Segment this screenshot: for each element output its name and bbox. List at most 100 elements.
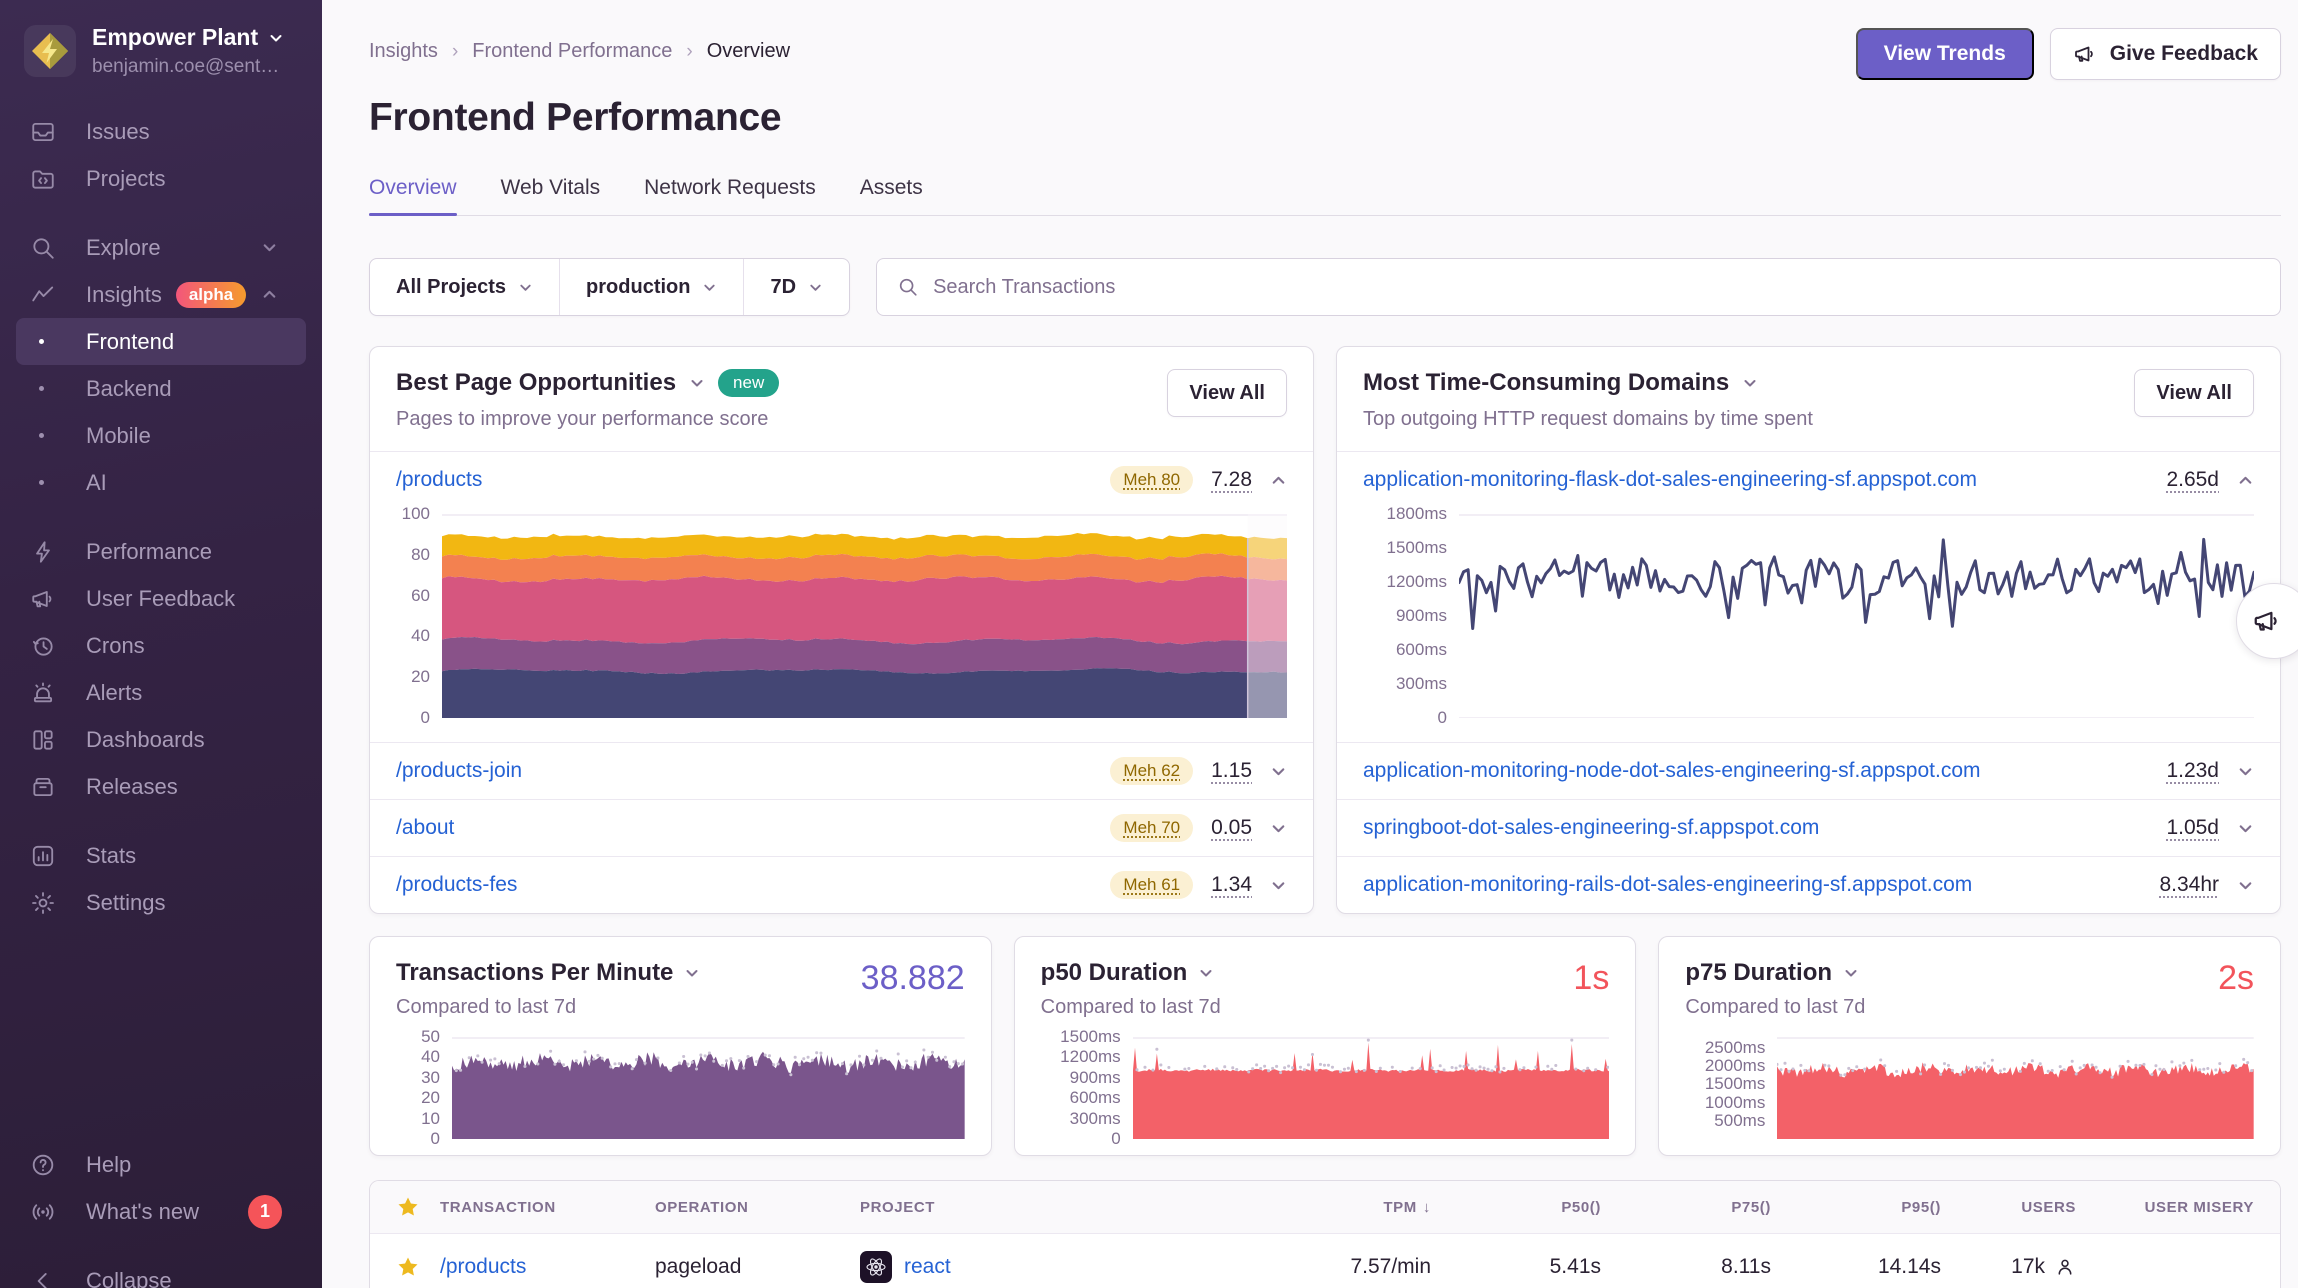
- card-subtitle: Top outgoing HTTP request domains by tim…: [1363, 408, 1813, 430]
- org-switcher[interactable]: Empower Plant benjamin.coe@sent…: [0, 24, 322, 78]
- sidebar-item-whats-new[interactable]: What's new 1: [0, 1188, 322, 1235]
- p75-title-dropdown[interactable]: p75 Duration: [1685, 959, 1865, 987]
- chevron-up-icon[interactable]: [2237, 472, 2254, 489]
- view-all-button[interactable]: View All: [2134, 369, 2254, 417]
- favorite-column-header[interactable]: [396, 1195, 440, 1219]
- best-pages-title-dropdown[interactable]: Best Page Opportunities new: [396, 369, 780, 397]
- chevron-down-icon[interactable]: [1270, 763, 1287, 780]
- floating-feedback-button[interactable]: [2236, 583, 2298, 659]
- opportunity-value[interactable]: 7.28: [1211, 468, 1252, 491]
- sidebar-item-settings[interactable]: Settings: [0, 879, 322, 926]
- domain-link[interactable]: application-monitoring-rails-dot-sales-e…: [1363, 873, 1973, 896]
- chevron-down-icon[interactable]: [1270, 820, 1287, 837]
- column-header-p95[interactable]: P95(): [1901, 1198, 1941, 1216]
- opportunity-value[interactable]: 0.05: [1211, 816, 1252, 839]
- bullet-dot-icon: [39, 386, 44, 391]
- column-header-users[interactable]: USERS: [2021, 1198, 2076, 1216]
- sidebar-item-help[interactable]: Help: [0, 1141, 322, 1188]
- chevron-down-icon[interactable]: [2237, 877, 2254, 894]
- domain-link[interactable]: springboot-dot-sales-engineering-sf.apps…: [1363, 816, 1820, 839]
- score-badge[interactable]: Meh 80: [1110, 466, 1194, 494]
- domain-link[interactable]: application-monitoring-flask-dot-sales-e…: [1363, 468, 1977, 491]
- time-spent-value[interactable]: 8.34hr: [2159, 873, 2219, 896]
- tpm-title-dropdown[interactable]: Transactions Per Minute: [396, 959, 700, 987]
- view-trends-button[interactable]: View Trends: [1855, 28, 2034, 80]
- chevron-up-icon[interactable]: [1270, 472, 1287, 489]
- main-content: Insights › Frontend Performance › Overvi…: [322, 0, 2298, 1288]
- help-icon: [30, 1152, 56, 1178]
- give-feedback-button[interactable]: Give Feedback: [2049, 28, 2281, 80]
- table-row: /products pageload react 7.57/min 5.41s …: [370, 1233, 2280, 1288]
- column-header-transaction[interactable]: TRANSACTION: [440, 1198, 556, 1216]
- transaction-link[interactable]: /products-join: [396, 759, 523, 782]
- give-feedback-label: Give Feedback: [2109, 42, 2258, 65]
- sidebar-item-projects[interactable]: Projects: [0, 155, 322, 202]
- time-spent-value[interactable]: 1.05d: [2166, 816, 2219, 839]
- transaction-link[interactable]: /products-fes: [396, 873, 518, 896]
- environment-filter[interactable]: production: [559, 259, 743, 315]
- tab-web-vitals[interactable]: Web Vitals: [500, 176, 601, 199]
- sidebar-item-dashboards[interactable]: Dashboards: [0, 716, 322, 763]
- sidebar-item-mobile[interactable]: Mobile: [0, 412, 322, 459]
- score-badge[interactable]: Meh 61: [1110, 871, 1194, 899]
- domain-link[interactable]: application-monitoring-node-dot-sales-en…: [1363, 759, 1981, 782]
- react-platform-icon: [860, 1250, 892, 1283]
- best-page-opportunities-card: Best Page Opportunities new Pages to imp…: [369, 346, 1314, 914]
- search-input[interactable]: [933, 275, 2260, 299]
- chevron-down-icon[interactable]: [2237, 763, 2254, 780]
- column-header-p75[interactable]: P75(): [1731, 1198, 1771, 1216]
- sidebar-item-performance[interactable]: Performance: [0, 528, 322, 575]
- tab-network-requests[interactable]: Network Requests: [644, 176, 816, 199]
- view-all-button[interactable]: View All: [1167, 369, 1287, 417]
- score-badge[interactable]: Meh 62: [1110, 757, 1194, 785]
- chevron-down-icon[interactable]: [1270, 877, 1287, 894]
- time-spent-value[interactable]: 1.23d: [2166, 759, 2219, 782]
- project-filter[interactable]: All Projects: [370, 259, 559, 315]
- column-header-operation[interactable]: OPERATION: [655, 1198, 749, 1216]
- sidebar-item-explore[interactable]: Explore: [0, 224, 322, 271]
- sidebar-item-backend[interactable]: Backend: [0, 365, 322, 412]
- sidebar-item-alerts[interactable]: Alerts: [0, 669, 322, 716]
- sidebar-item-label: Collapse: [86, 1267, 172, 1288]
- date-range-filter[interactable]: 7D: [743, 259, 849, 315]
- opportunity-value[interactable]: 1.15: [1211, 759, 1252, 782]
- breadcrumb-insights[interactable]: Insights: [369, 40, 438, 62]
- sidebar-collapse-button[interactable]: Collapse: [0, 1257, 322, 1288]
- chevron-down-icon: [270, 34, 282, 41]
- sidebar-item-insights[interactable]: Insights alpha: [0, 271, 322, 318]
- web-vitals-stacked-area-chart[interactable]: 100 80 60 40 20 0: [396, 504, 1287, 727]
- sidebar-item-issues[interactable]: Issues: [0, 108, 322, 155]
- date-range-filter-value: 7D: [770, 275, 797, 298]
- tpm-area-chart[interactable]: 50 40 30 20 10 0: [396, 1027, 965, 1148]
- sidebar-item-releases[interactable]: Releases: [0, 763, 322, 810]
- domain-duration-line-chart[interactable]: 1800ms 1500ms 1200ms 900ms 600ms 300ms 0: [1363, 504, 2254, 727]
- sidebar-item-label: AI: [86, 469, 107, 495]
- transaction-link[interactable]: /products: [396, 468, 483, 491]
- transaction-link[interactable]: /products: [440, 1254, 527, 1278]
- sidebar-item-ai[interactable]: AI: [0, 459, 322, 506]
- sidebar-item-user-feedback[interactable]: User Feedback: [0, 575, 322, 622]
- favorite-toggle[interactable]: [396, 1255, 440, 1279]
- domains-title-dropdown[interactable]: Most Time-Consuming Domains: [1363, 369, 1813, 397]
- p50-area-chart[interactable]: 1500ms 1200ms 900ms 600ms 300ms 0: [1041, 1027, 1610, 1148]
- column-header-project[interactable]: PROJECT: [860, 1198, 936, 1216]
- tab-assets[interactable]: Assets: [859, 176, 923, 199]
- sidebar-item-label: Mobile: [86, 422, 151, 448]
- column-header-user-misery[interactable]: USER MISERY: [2144, 1198, 2254, 1216]
- sidebar-item-crons[interactable]: Crons: [0, 622, 322, 669]
- project-link[interactable]: react: [904, 1254, 951, 1278]
- column-header-tpm[interactable]: TPM ↓: [1383, 1198, 1431, 1216]
- insight-cards: Best Page Opportunities new Pages to imp…: [369, 346, 2281, 914]
- score-badge[interactable]: Meh 70: [1110, 814, 1194, 842]
- tab-overview[interactable]: Overview: [369, 176, 457, 216]
- opportunity-value[interactable]: 1.34: [1211, 873, 1252, 896]
- sidebar-item-frontend[interactable]: Frontend: [16, 318, 306, 365]
- time-spent-value[interactable]: 2.65d: [2166, 468, 2219, 491]
- chevron-down-icon[interactable]: [2237, 820, 2254, 837]
- p75-area-chart[interactable]: 2500ms 2000ms 1500ms 1000ms 500ms: [1685, 1037, 2254, 1139]
- breadcrumb-frontend-performance[interactable]: Frontend Performance: [472, 40, 673, 62]
- transaction-link[interactable]: /about: [396, 816, 455, 839]
- p50-title-dropdown[interactable]: p50 Duration: [1041, 959, 1221, 987]
- column-header-p50[interactable]: P50(): [1561, 1198, 1601, 1216]
- sidebar-item-stats[interactable]: Stats: [0, 832, 322, 879]
